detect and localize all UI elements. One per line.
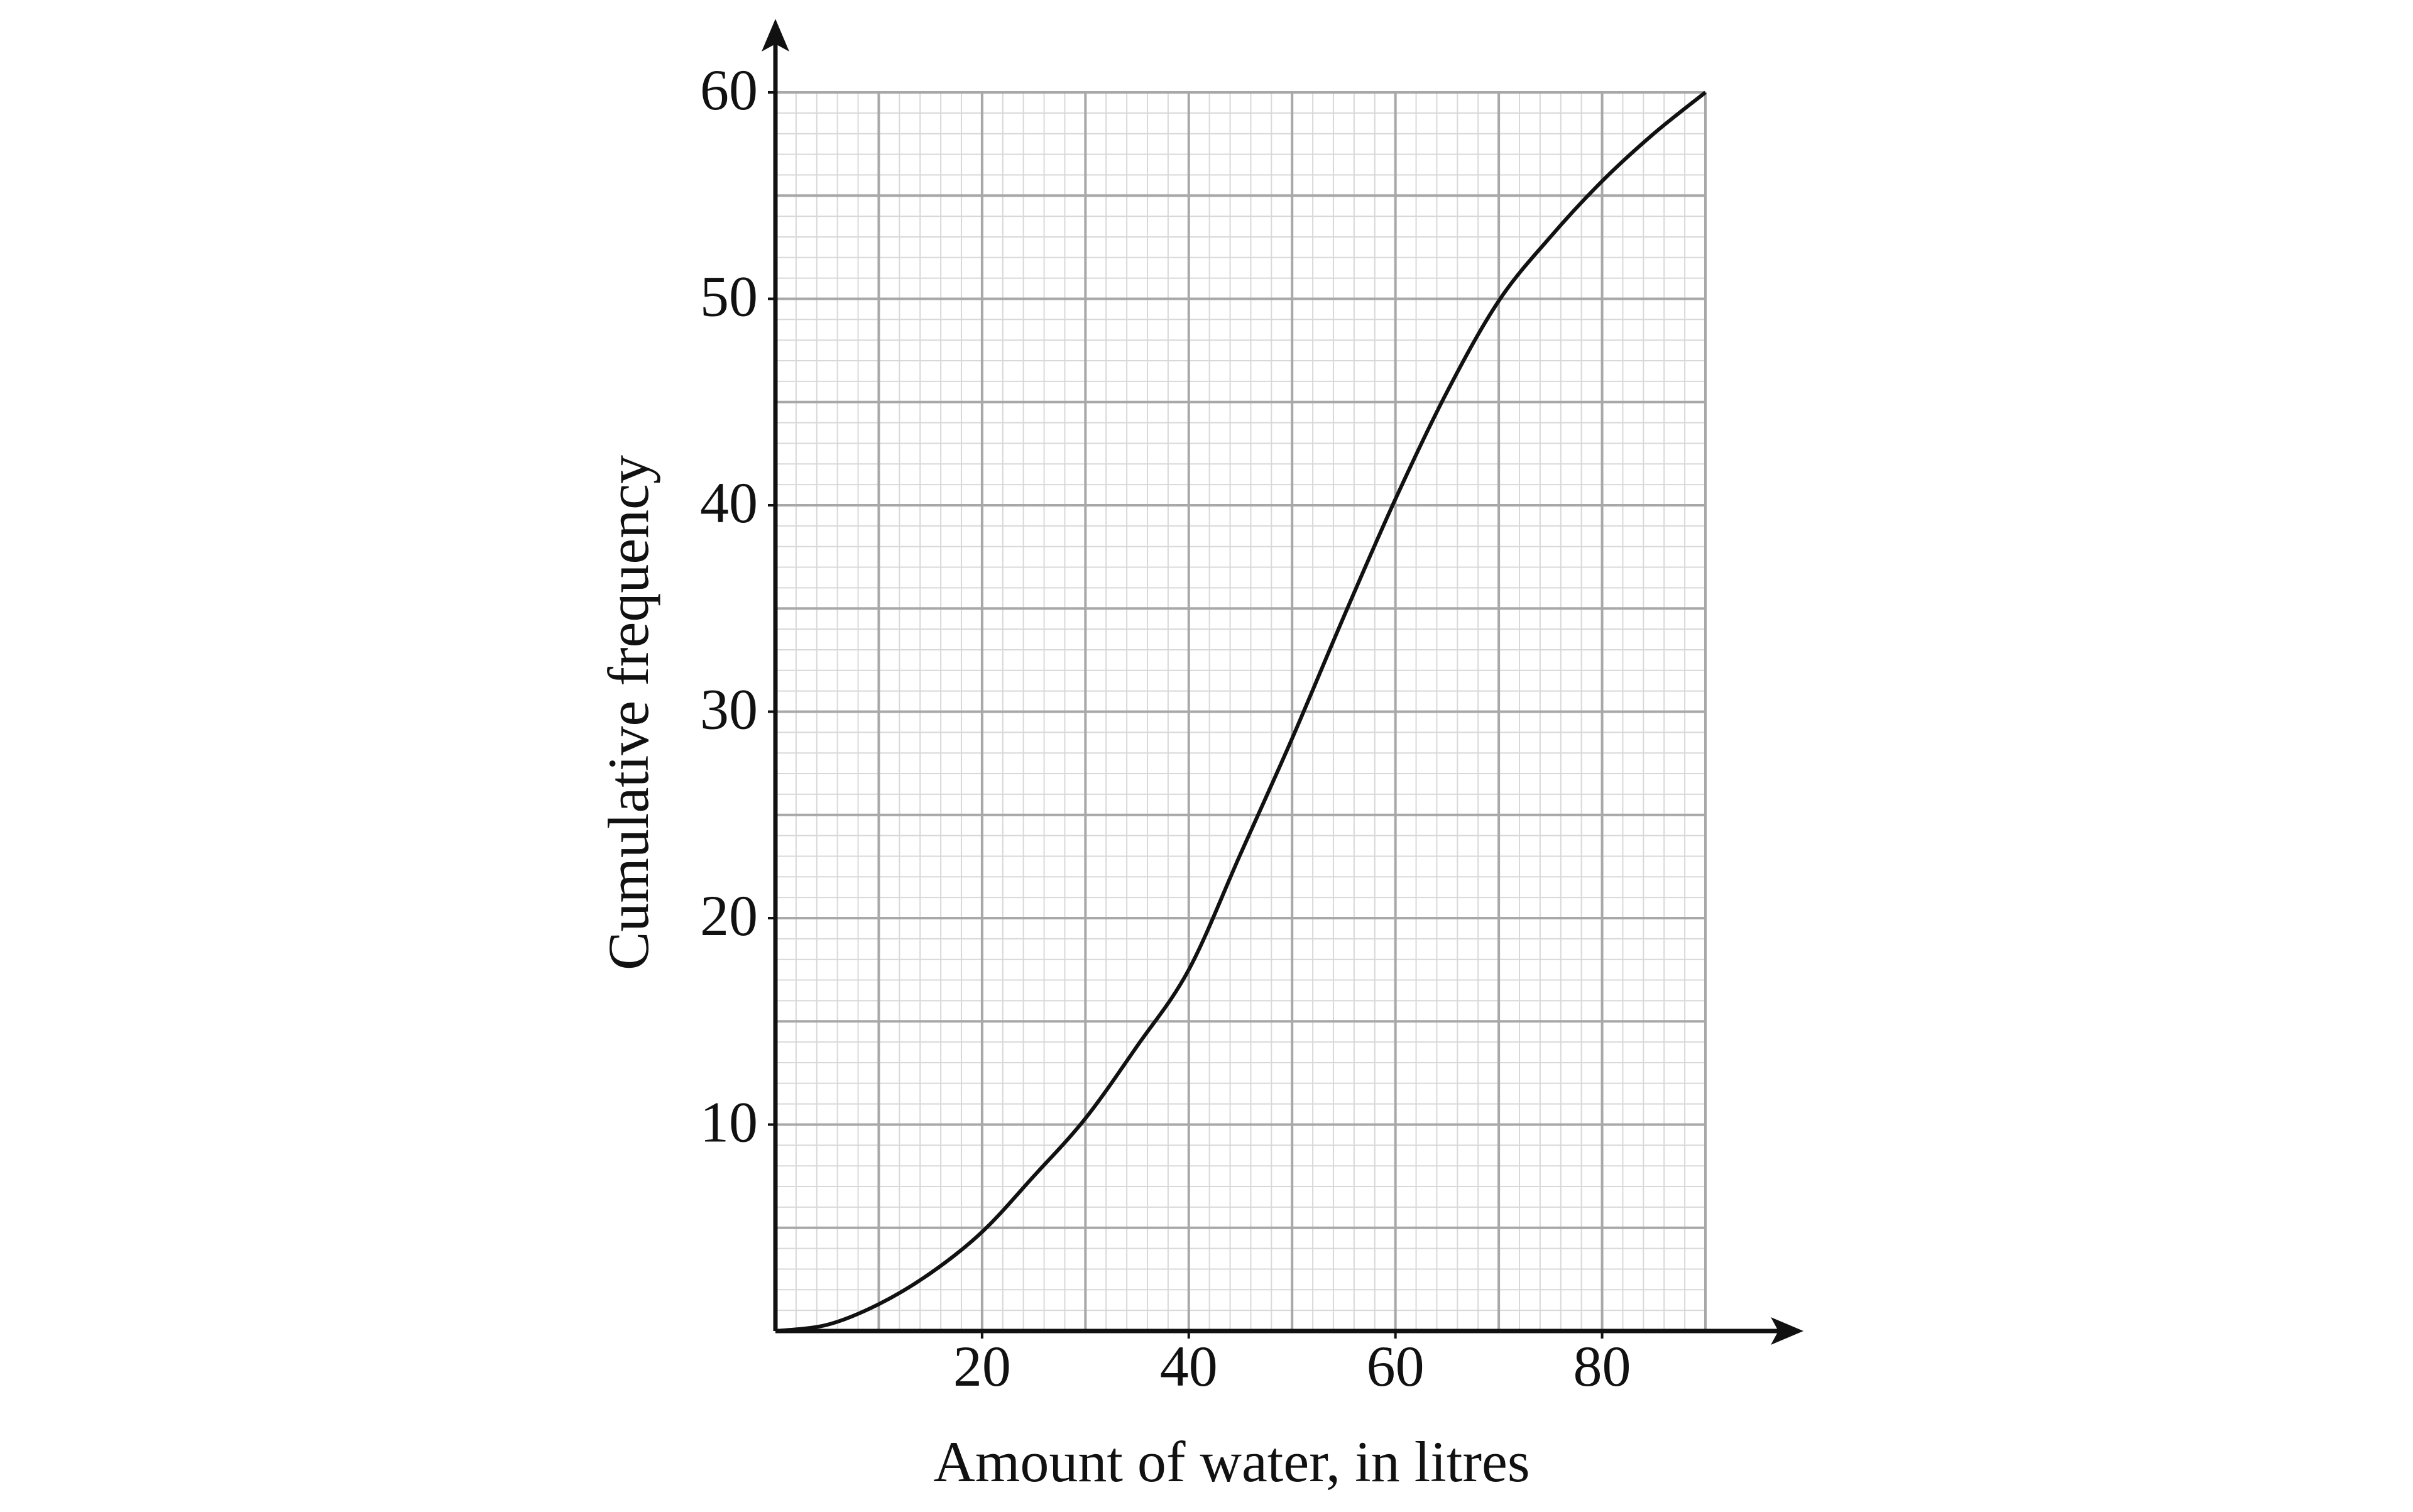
- y-tick-label: 50: [700, 265, 758, 329]
- y-tick-label: 20: [700, 884, 758, 948]
- x-axis-title: Amount of water, in litres: [933, 1430, 1529, 1494]
- x-tick-label: 60: [1367, 1334, 1425, 1398]
- grid: [774, 91, 1707, 1332]
- y-tick-label: 40: [700, 471, 758, 535]
- x-tick-label: 40: [1160, 1334, 1218, 1398]
- y-tick-label: 10: [700, 1090, 758, 1154]
- y-axis-title: Cumulative frequency: [596, 455, 660, 970]
- x-tick-label: 20: [953, 1334, 1011, 1398]
- axes: [762, 19, 1803, 1345]
- x-axis-arrow: [1771, 1317, 1803, 1345]
- y-axis-arrow: [762, 19, 789, 52]
- cumulative-frequency-curve: [775, 90, 1707, 1333]
- y-tick-label: 60: [700, 58, 758, 122]
- x-tick-label: 80: [1573, 1334, 1631, 1398]
- plot: [775, 90, 1707, 1333]
- y-tick-label: 30: [700, 677, 758, 742]
